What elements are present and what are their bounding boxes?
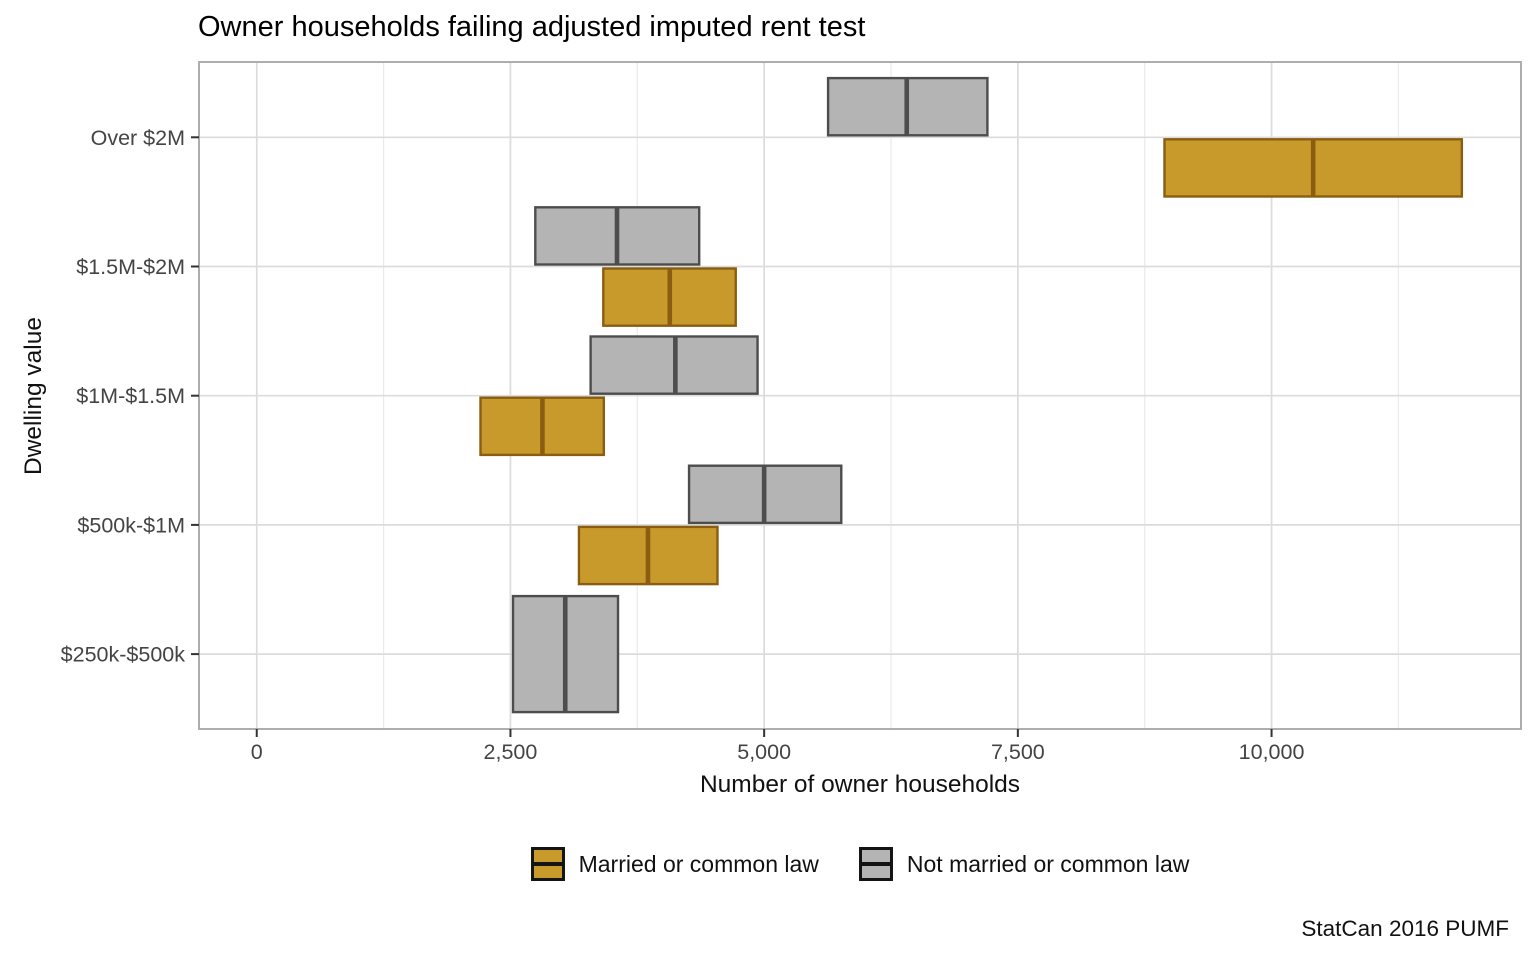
x-tick-label: 7,500 bbox=[991, 740, 1045, 764]
legend-key-midline-icon bbox=[533, 862, 562, 866]
x-axis-title: Number of owner households bbox=[699, 771, 1021, 798]
legend-item-not-married: Not married or common law bbox=[858, 847, 1190, 881]
x-tick-label: 0 bbox=[251, 740, 263, 764]
legend-item-married: Married or common law bbox=[530, 847, 819, 881]
y-tick-label: $1M-$1.5M bbox=[76, 384, 185, 408]
chart-title: Owner households failing adjusted impute… bbox=[198, 11, 866, 43]
y-axis-title: Dwelling value bbox=[20, 317, 47, 475]
y-tick-label: $500k-$1M bbox=[77, 513, 185, 537]
y-tick-label: $1.5M-$2M bbox=[76, 255, 185, 279]
legend-label-not-married: Not married or common law bbox=[906, 850, 1190, 877]
caption: StatCan 2016 PUMF bbox=[1301, 916, 1509, 941]
legend-key-married-icon bbox=[530, 847, 565, 881]
legend-label-married: Married or common law bbox=[578, 850, 819, 877]
legend-key-midline-icon bbox=[861, 862, 890, 866]
legend: Married or common law Not married or com… bbox=[199, 847, 1521, 881]
y-tick-label: Over $2M bbox=[91, 126, 185, 150]
y-tick-label: $250k-$500k bbox=[61, 643, 186, 667]
x-tick-label: 10,000 bbox=[1239, 740, 1305, 764]
x-tick-label: 2,500 bbox=[484, 740, 538, 764]
x-tick-label: 5,000 bbox=[737, 740, 791, 764]
legend-key-not-married-icon bbox=[858, 847, 893, 881]
